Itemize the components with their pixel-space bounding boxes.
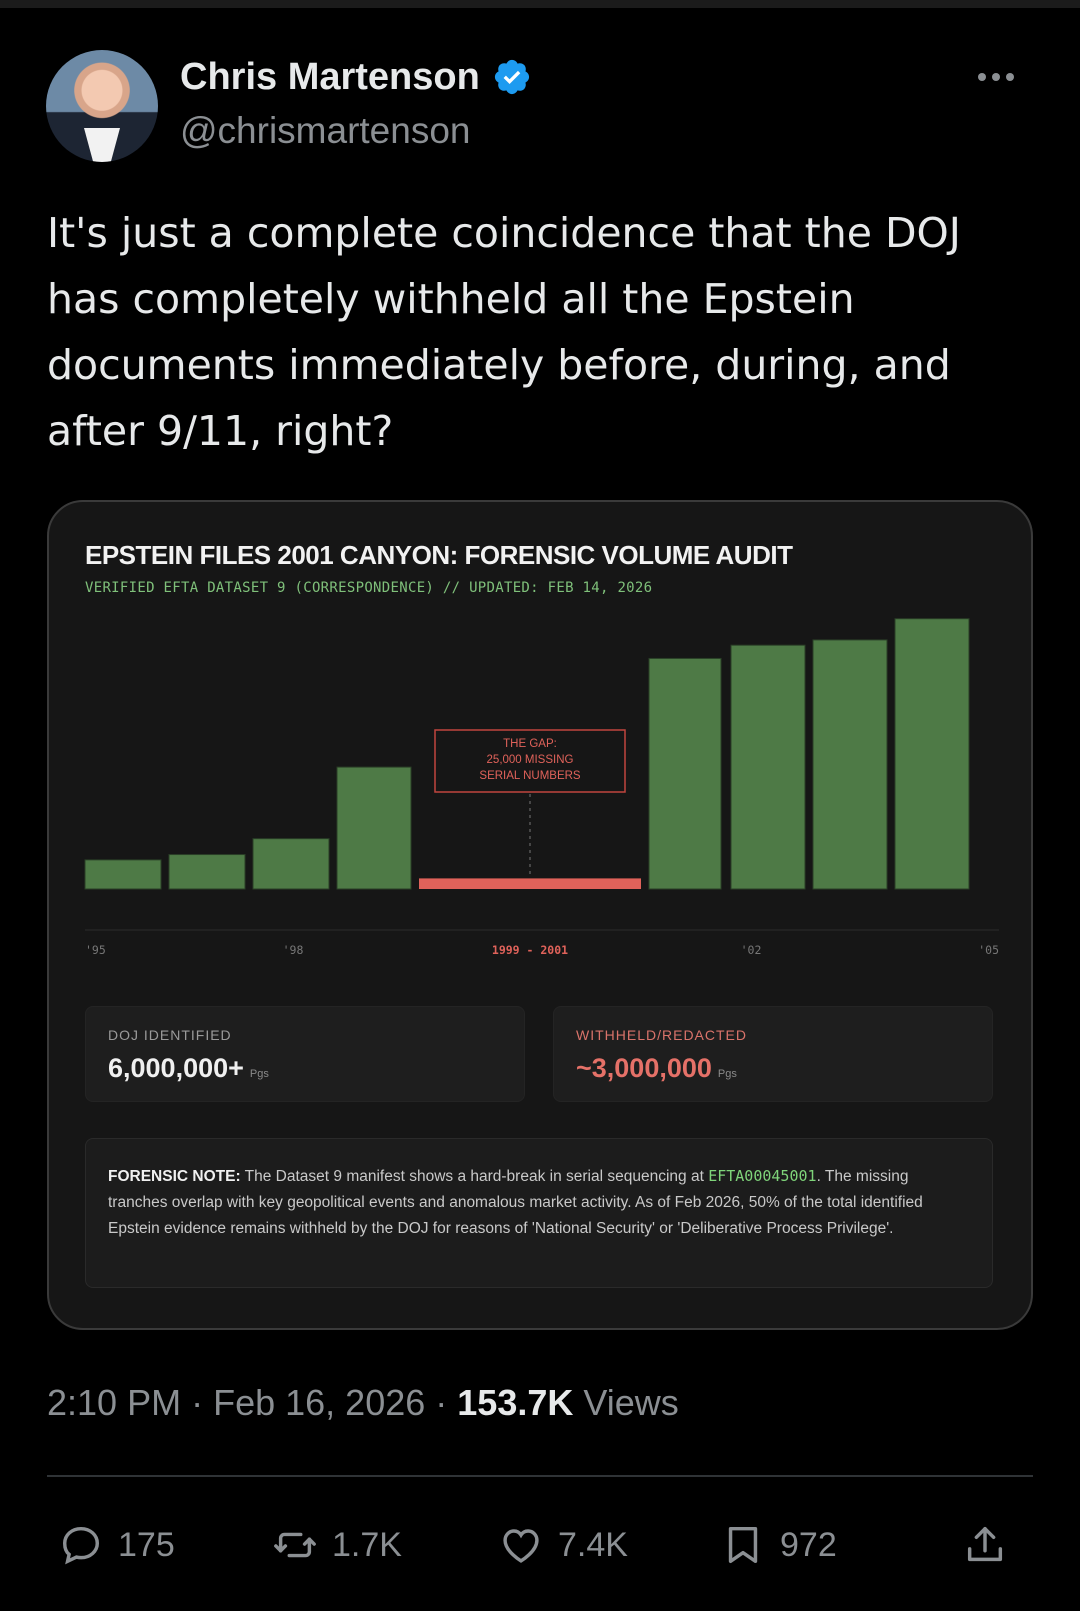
action-bar: 175 1.7K 7.4K 972 (0, 1510, 1080, 1580)
forensic-note-text-1: The Dataset 9 manifest shows a hard-brea… (240, 1168, 709, 1185)
x-tick-label: '98 (283, 943, 304, 957)
gap-bar (419, 878, 641, 889)
forensic-note-lead: FORENSIC NOTE: (108, 1168, 241, 1185)
bookmark-button[interactable]: 972 (720, 1510, 837, 1580)
chart-subtitle: VERIFIED EFTA DATASET 9 (CORRESPONDENCE)… (85, 580, 653, 596)
volume-bar (336, 766, 412, 890)
attached-image-card[interactable]: EPSTEIN FILES 2001 CANYON: FORENSIC VOLU… (47, 500, 1033, 1330)
tweet-text: It's just a complete coincidence that th… (47, 209, 961, 455)
author-name[interactable]: Chris Martenson (180, 55, 480, 98)
bookmark-count: 972 (780, 1525, 837, 1564)
repost-count: 1.7K (332, 1525, 402, 1564)
doj-identified-value: 6,000,000+ Pgs (108, 1053, 269, 1084)
tweet-date[interactable]: Feb 16, 2026 (213, 1382, 426, 1423)
withheld-label: WITHHELD/REDACTED (576, 1027, 748, 1043)
share-button[interactable] (962, 1510, 1008, 1580)
x-tick-label: 1999 - 2001 (492, 943, 568, 957)
gap-annotation-text: THE GAP: (503, 738, 557, 750)
reply-count: 175 (118, 1525, 175, 1564)
author-handle[interactable]: @chrismartenson (180, 110, 471, 151)
share-icon (967, 1526, 1003, 1562)
forensic-note: FORENSIC NOTE: The Dataset 9 manifest sh… (85, 1138, 993, 1288)
bookmark-icon (728, 1526, 758, 1564)
volume-bar (812, 639, 888, 890)
gap-annotation-text: 25,000 MISSING (487, 754, 574, 766)
x-tick-label: '95 (85, 943, 106, 957)
tweet-time[interactable]: 2:10 PM (47, 1382, 182, 1423)
status-strip (0, 0, 1080, 8)
more-dot-icon (992, 73, 1000, 81)
forensic-note-serial: EFTA00045001 (708, 1167, 817, 1185)
gap-annotation-text: SERIAL NUMBERS (479, 770, 581, 782)
withheld-unit: Pgs (717, 1068, 737, 1080)
avatar-shirt (84, 128, 120, 162)
reply-icon (62, 1526, 100, 1565)
volume-bar-chart: THE GAP: 25,000 MISSING SERIAL NUMBERS '95 '… (84, 618, 999, 957)
avatar[interactable] (46, 50, 158, 162)
tweet-meta: 2:10 PM · Feb 16, 2026 · 153.7K Views (47, 1382, 679, 1424)
author-name-row: Chris Martenson (180, 52, 532, 102)
gap-annotation-box (434, 729, 626, 793)
volume-bar (252, 838, 330, 890)
meta-separator: · (191, 1382, 214, 1423)
repost-icon (274, 1532, 316, 1558)
reply-button[interactable]: 175 (58, 1510, 175, 1580)
volume-bar (84, 859, 162, 890)
more-options-button[interactable] (978, 64, 1028, 90)
more-dot-icon (1006, 73, 1014, 81)
withheld-value: ~3,000,000 Pgs (576, 1053, 737, 1084)
views-label: Views (583, 1382, 679, 1423)
x-tick-label: '02 (741, 943, 762, 957)
withheld-stat: WITHHELD/REDACTED ~3,000,000 Pgs (553, 1006, 993, 1102)
heart-icon (503, 1529, 539, 1563)
x-tick-label: '05 (978, 943, 999, 957)
volume-bar (168, 854, 246, 890)
volume-bar (648, 657, 722, 890)
meta-separator: · (435, 1382, 458, 1423)
forensic-note-text-2: . The missing tranches overlap with key … (108, 1168, 923, 1237)
verified-badge-icon (494, 59, 529, 95)
more-dot-icon (978, 73, 986, 81)
doj-identified-unit: Pgs (249, 1068, 269, 1080)
chart-title: EPSTEIN FILES 2001 CANYON: FORENSIC VOLU… (85, 540, 793, 570)
like-button[interactable]: 7.4K (498, 1510, 628, 1580)
divider (47, 1475, 1033, 1477)
doj-identified-label: DOJ IDENTIFIED (108, 1027, 232, 1043)
volume-bar (730, 644, 806, 890)
views-count: 153.7K (457, 1382, 574, 1423)
doj-identified-number: 6,000,000+ (108, 1053, 244, 1083)
withheld-number: ~3,000,000 (576, 1053, 712, 1083)
volume-bar (894, 618, 970, 890)
repost-button[interactable]: 1.7K (272, 1510, 402, 1580)
doj-identified-stat: DOJ IDENTIFIED 6,000,000+ Pgs (85, 1006, 525, 1102)
like-count: 7.4K (558, 1525, 628, 1564)
